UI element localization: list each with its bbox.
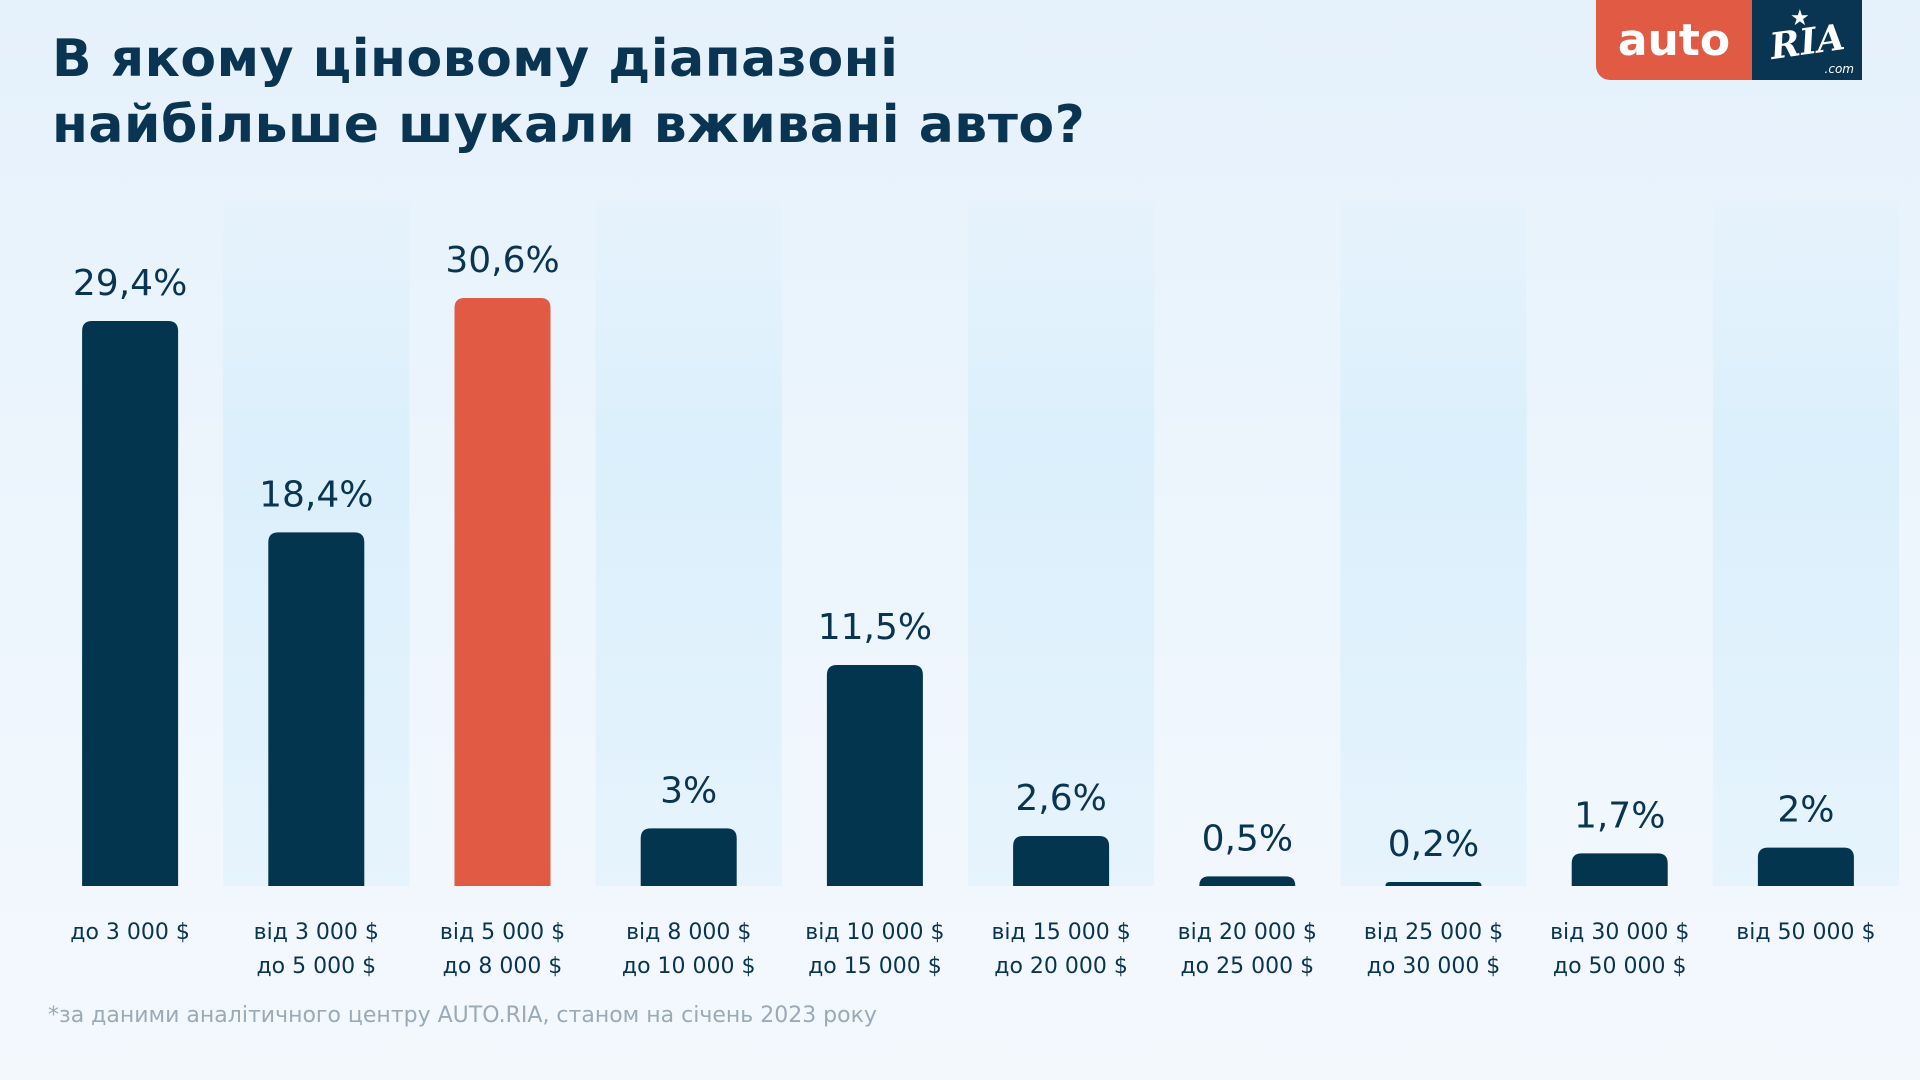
bar [826,665,923,886]
data-label: 0,5% [1202,818,1293,859]
bar [268,532,365,886]
category-label: від 10 000 $ [805,920,944,945]
logo-ria-part: ★ RIA .com [1752,0,1862,80]
data-label: 0,2% [1388,824,1479,865]
category-label: до 3 000 $ [70,920,190,945]
category-label: від 25 000 $ [1364,920,1503,945]
column-band [1340,200,1527,886]
star-icon: ★ [1790,6,1810,31]
category-label: до 10 000 $ [622,954,756,979]
column-band [968,200,1155,886]
source-footnote: *за даними аналітичного центру AUTO.RIA,… [48,1003,877,1028]
category-label: від 3 000 $ [254,920,379,945]
column-band [595,200,782,886]
category-label: до 20 000 $ [994,954,1128,979]
bar [1757,847,1854,886]
column-band [1712,200,1899,886]
data-label: 3% [660,770,717,811]
logo-ria-suffix: .com [1824,62,1854,76]
category-label: до 25 000 $ [1180,954,1314,979]
logo-auto-part: auto [1596,0,1752,80]
bar [1571,853,1668,886]
category-label: до 5 000 $ [256,954,376,979]
data-label: 1,7% [1574,795,1665,836]
category-label: до 8 000 $ [443,954,563,979]
data-label: 29,4% [73,263,187,304]
bar [1013,836,1110,886]
data-label: 2,6% [1015,778,1106,819]
bar [454,298,551,886]
category-label: від 15 000 $ [991,920,1130,945]
category-label: до 50 000 $ [1553,954,1687,979]
category-label: до 15 000 $ [808,954,942,979]
title-line-1: В якому ціновому діапазоні [52,29,899,89]
category-label: від 50 000 $ [1736,920,1875,945]
data-label: 2% [1777,790,1834,831]
bar [640,828,737,886]
category-label: до 30 000 $ [1367,954,1501,979]
data-label: 11,5% [818,607,932,648]
category-label: від 8 000 $ [626,920,751,945]
bar-chart: 29,4% до 3 000 $ 18,4% від 3 000 $ до 5 000 … [70,200,1899,979]
category-label: від 5 000 $ [440,920,565,945]
category-label: від 30 000 $ [1550,920,1689,945]
data-label: 30,6% [445,240,559,281]
category-label: від 20 000 $ [1178,920,1317,945]
bar [1199,876,1296,886]
bar [82,321,179,886]
data-label: 18,4% [259,474,373,515]
bar [1385,882,1482,886]
title-line-2: найбільше шукали вживані авто? [52,95,1086,155]
page-title: В якому ціновому діапазоні найбільше шук… [52,26,1085,158]
auto-ria-logo[interactable]: auto ★ RIA .com [1596,0,1862,80]
